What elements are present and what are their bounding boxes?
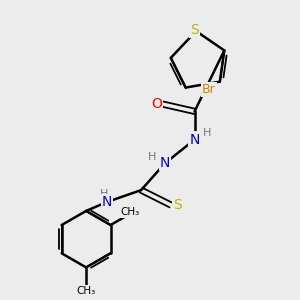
Text: CH₃: CH₃	[76, 286, 96, 296]
Text: H: H	[203, 128, 211, 138]
Text: N: N	[102, 195, 112, 209]
Text: H: H	[148, 152, 157, 162]
Text: Br: Br	[202, 82, 216, 96]
Text: S: S	[190, 22, 199, 37]
Text: S: S	[173, 198, 182, 212]
Text: H: H	[100, 189, 109, 199]
Text: CH₃: CH₃	[120, 207, 140, 217]
Text: N: N	[189, 133, 200, 147]
Text: O: O	[151, 97, 162, 111]
Text: N: N	[160, 156, 170, 170]
